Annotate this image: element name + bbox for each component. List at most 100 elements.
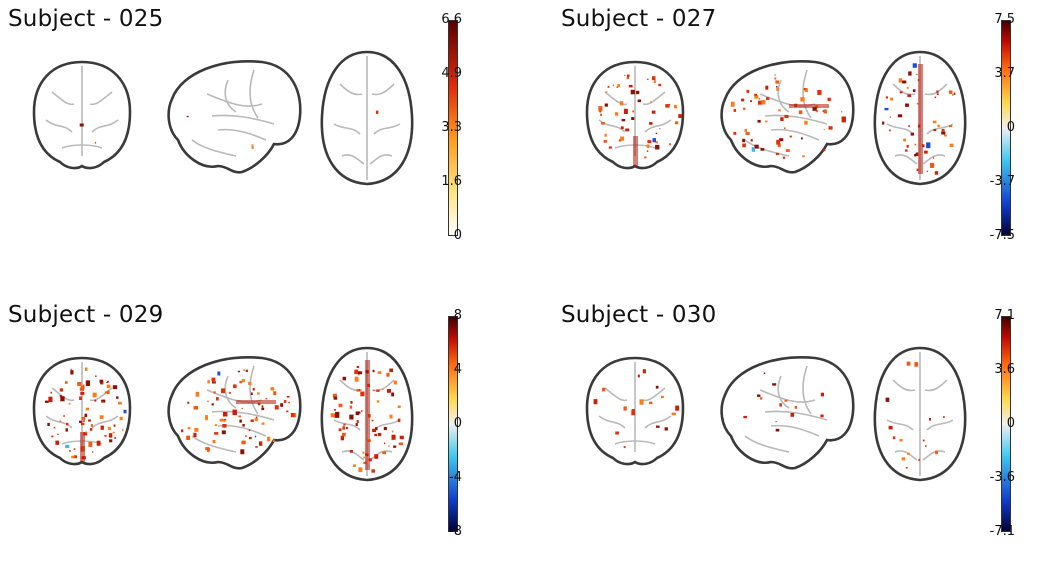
activation-blob [90, 424, 93, 427]
activation-blob [743, 415, 747, 419]
activation-blob [249, 436, 252, 440]
sulcus-line [894, 450, 918, 461]
activation-blob [775, 421, 777, 423]
activation-blob [647, 140, 652, 144]
activation-blob [655, 385, 659, 389]
activation-blob [626, 76, 630, 80]
activation-blob [79, 420, 82, 423]
activation-blob [765, 120, 767, 123]
activation-blob [744, 128, 747, 132]
panel-title: Subject - 030 [561, 302, 717, 328]
activation-blob [789, 135, 792, 138]
activation-blob [754, 144, 759, 149]
activation-blob [758, 97, 761, 100]
activation-blob [925, 445, 927, 447]
activation-blob [221, 388, 226, 394]
sulcus-line [598, 415, 626, 429]
activation-blob [59, 420, 62, 422]
activation-blob [358, 411, 361, 414]
activation-blob [904, 149, 908, 152]
activation-blob [652, 138, 656, 143]
activation-blob [766, 97, 770, 100]
activation-blob [620, 136, 625, 141]
sulcus-line [802, 365, 812, 415]
activation-blob [274, 405, 279, 410]
activation-blob [243, 369, 246, 371]
activation-blob [730, 101, 735, 107]
axial-outline [320, 346, 414, 482]
activation-blob [45, 400, 49, 403]
activation-blob [941, 128, 945, 132]
activation-blob [248, 429, 251, 432]
activation-blob [625, 128, 630, 132]
activation-blob [890, 97, 893, 101]
activation-blob [661, 395, 664, 399]
activation-blob [936, 90, 939, 93]
activation-blob [637, 374, 640, 378]
sulcus-line [886, 419, 914, 431]
activation-blob [753, 93, 756, 96]
activation-blob [255, 446, 258, 448]
activation-blob [94, 399, 97, 402]
activation-blob [112, 385, 118, 390]
activation-blob [639, 399, 644, 405]
activation-blob [81, 416, 86, 420]
activation-blob [631, 117, 635, 120]
activation-blob [109, 439, 113, 443]
activation-blob [342, 376, 346, 381]
activation-blob [889, 129, 891, 132]
activation-blob [85, 380, 90, 386]
activation-blob [603, 139, 607, 143]
activation-blob [615, 431, 619, 435]
activation-blob [941, 131, 946, 135]
activation-blob [241, 379, 245, 383]
activation-blob [391, 434, 396, 440]
activation-blob [104, 391, 108, 394]
activation-blob [907, 452, 910, 455]
sulcus-line [369, 154, 393, 165]
activation-blob [621, 118, 626, 122]
sulcus-line [341, 450, 365, 461]
activation-blob [615, 112, 619, 116]
activation-blob [250, 392, 253, 395]
activation-blob [245, 369, 248, 372]
activation-blob [343, 423, 346, 426]
activation-blob [914, 362, 919, 367]
activation-blob [273, 391, 277, 396]
activation-blob [391, 392, 394, 397]
activation-blob [85, 407, 89, 411]
activation-blob [372, 369, 375, 373]
activation-blob [746, 89, 750, 93]
activation-blob [775, 80, 780, 84]
sulcus-line [91, 119, 119, 133]
sulcus-line [764, 114, 828, 125]
activation-blob [389, 414, 393, 419]
activation-blob [355, 411, 360, 416]
activation-blob [69, 450, 71, 452]
activation-blob [222, 424, 227, 428]
activation-blob [194, 428, 199, 432]
colorbar-tick: 7.1 [994, 308, 1015, 323]
activation-blob [350, 401, 353, 404]
activation-blob [760, 148, 765, 151]
colorbar-tick: 1.6 [441, 174, 462, 189]
activation-blob [800, 97, 805, 102]
activation-blob [213, 380, 216, 383]
activation-blob [651, 110, 656, 114]
activation-blob [70, 368, 72, 370]
activation-blob [952, 94, 954, 96]
sulcus-line [191, 139, 237, 157]
sulcus-line [892, 379, 916, 392]
colorbar-tick: 4.9 [441, 66, 462, 81]
activation-blob [949, 143, 954, 147]
activation-blob [99, 379, 104, 383]
activation-blob [50, 391, 52, 394]
activation-blob [601, 122, 605, 125]
activation-blob [261, 407, 265, 411]
panel-subject-030: Subject - 030 7.1 3.6 0 -3.6 -7.1 [553, 296, 1047, 570]
activation-blob [341, 432, 346, 437]
activation-blob [361, 410, 363, 412]
activation-blob [675, 121, 679, 125]
activation-blob [217, 371, 221, 376]
activation-blob [902, 80, 907, 84]
